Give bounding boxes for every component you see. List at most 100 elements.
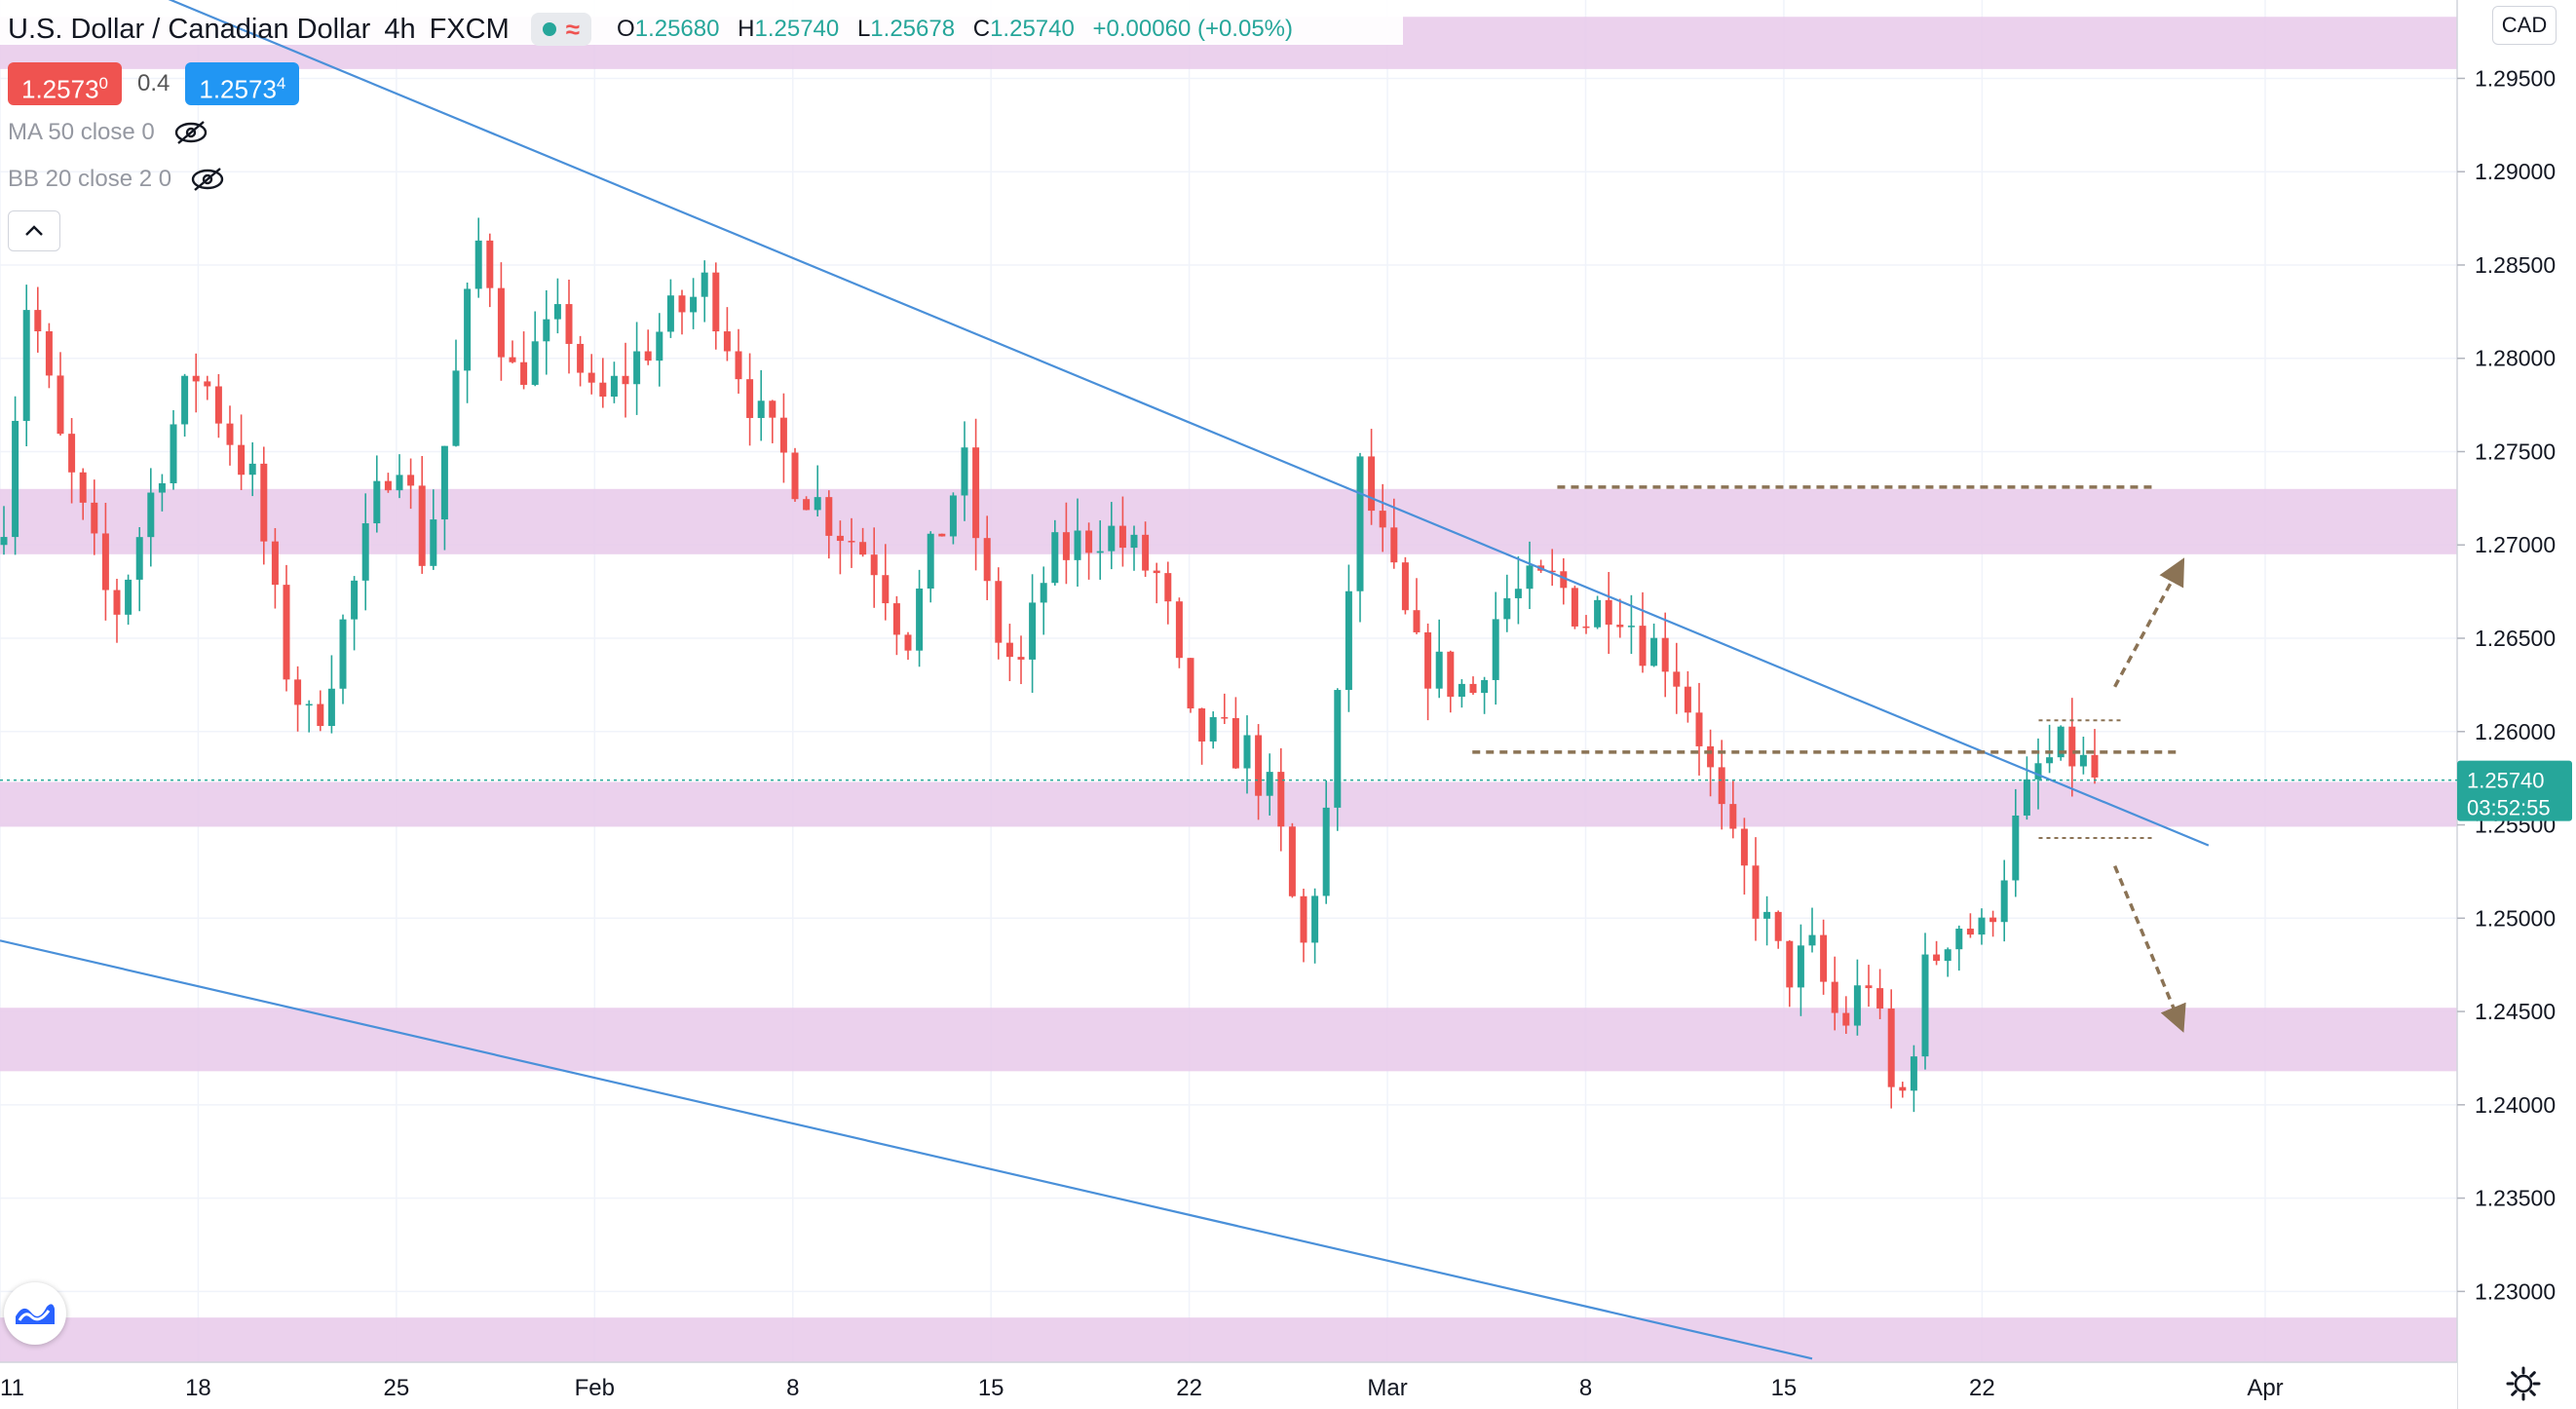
candle-body xyxy=(1899,1086,1907,1091)
time-tick-label: Feb xyxy=(575,1375,615,1401)
candle-body xyxy=(486,240,494,288)
candle xyxy=(1978,908,1986,945)
gear-icon[interactable] xyxy=(2504,1364,2543,1403)
candle xyxy=(927,531,934,603)
candle-body xyxy=(836,535,844,542)
candle xyxy=(158,474,166,512)
candle xyxy=(1005,624,1013,682)
arrow-up[interactable] xyxy=(2113,557,2185,688)
arrow-down[interactable] xyxy=(2113,864,2186,1033)
price-axis[interactable]: 1.29500 1.29000 1.28500 1.28000 1.27500 1.270… xyxy=(2456,0,2576,1409)
candle xyxy=(983,515,991,600)
indicator-bb[interactable]: BB 20 close 2 0 xyxy=(8,166,226,193)
candle xyxy=(757,369,765,441)
candle-body xyxy=(1005,642,1013,658)
candle-body xyxy=(972,447,980,539)
interval-label[interactable]: 4h xyxy=(384,13,416,45)
tradingview-logo-icon[interactable] xyxy=(4,1282,66,1345)
candle xyxy=(859,527,867,557)
candle-body xyxy=(1458,683,1465,698)
candle-body xyxy=(1695,712,1703,746)
candle xyxy=(1673,642,1681,714)
candle xyxy=(1469,676,1477,695)
sell-button[interactable]: 1.25730 xyxy=(8,62,122,105)
time-axis[interactable]: 11 18 25 Feb 8 15 22 Mar 8 15 22 Apr xyxy=(0,1361,2457,1409)
eye-off-icon[interactable] xyxy=(172,120,209,145)
market-status-pill[interactable]: ≈ xyxy=(530,13,592,46)
candle-body xyxy=(666,295,674,332)
indicator-bb-label[interactable]: BB 20 close 2 0 xyxy=(8,166,172,192)
zone-band xyxy=(0,1008,2457,1072)
candle-body xyxy=(1707,745,1715,768)
indicator-ma-label[interactable]: MA 50 close 0 xyxy=(8,119,155,145)
candle-body xyxy=(509,357,516,362)
candle xyxy=(1797,924,1804,1016)
candle xyxy=(1831,956,1838,1031)
candle xyxy=(1842,996,1850,1034)
candle-body xyxy=(226,423,234,445)
trendline[interactable] xyxy=(0,939,1813,1360)
candle xyxy=(1424,623,1432,721)
candle xyxy=(1175,597,1183,668)
time-tick-label: 8 xyxy=(1579,1375,1592,1401)
candle-body xyxy=(1944,949,1951,962)
candle xyxy=(45,323,53,389)
ask-pip: 4 xyxy=(276,74,286,93)
candle-body xyxy=(1582,626,1590,628)
trendlines[interactable] xyxy=(0,0,2210,1360)
candle xyxy=(226,405,234,466)
candle xyxy=(1356,452,1364,623)
candle-body xyxy=(170,424,177,483)
scenario-arrows[interactable] xyxy=(2113,557,2186,1033)
candle-body xyxy=(1763,911,1771,919)
price-tick-label: 1.29500 xyxy=(2475,65,2556,91)
candle xyxy=(1368,429,1376,525)
candle xyxy=(961,421,968,521)
candle-body xyxy=(565,304,573,344)
candle-body xyxy=(1334,690,1342,808)
dashed-levels[interactable] xyxy=(1472,485,2180,839)
currency-badge[interactable]: CAD xyxy=(2492,6,2557,45)
candle xyxy=(430,489,437,570)
candle xyxy=(248,441,256,497)
candle-body xyxy=(1379,511,1386,528)
candle xyxy=(34,286,42,353)
candle-body xyxy=(1447,651,1455,698)
bid-price: 1.2573 xyxy=(21,74,99,104)
trendline[interactable] xyxy=(0,0,2210,847)
candle-body xyxy=(543,319,550,342)
candle-body xyxy=(1164,573,1172,602)
eye-off-icon[interactable] xyxy=(189,167,226,192)
symbol-name[interactable]: U.S. Dollar / Canadian Dollar xyxy=(8,13,371,45)
time-tick-label: Mar xyxy=(1367,1375,1407,1401)
candle-body xyxy=(1401,562,1409,611)
candle xyxy=(214,373,222,438)
candle-body xyxy=(633,351,641,385)
symbol-legend[interactable]: U.S. Dollar / Canadian Dollar 4h FXCM ≈ … xyxy=(8,10,1305,49)
candle-body xyxy=(1684,686,1691,713)
candle xyxy=(1108,502,1116,570)
indicator-ma[interactable]: MA 50 close 0 xyxy=(8,119,209,146)
candle xyxy=(68,418,76,504)
candle-body xyxy=(1175,601,1183,659)
candle-body xyxy=(1040,583,1047,603)
candle xyxy=(1062,502,1070,585)
candle-body xyxy=(430,519,437,566)
candle xyxy=(1740,818,1748,895)
candle-body xyxy=(678,295,686,313)
candle xyxy=(1616,598,1624,638)
buy-button[interactable]: 1.25734 xyxy=(185,62,300,105)
candle xyxy=(712,262,720,350)
candle-body xyxy=(1910,1056,1917,1091)
candle xyxy=(995,567,1003,660)
candle-body xyxy=(135,537,143,580)
time-tick-label: 11 xyxy=(0,1375,24,1401)
candle-body xyxy=(825,497,833,536)
candle xyxy=(1944,947,1951,977)
candle xyxy=(1153,562,1160,604)
candle-body xyxy=(1288,826,1296,896)
candle xyxy=(271,527,279,609)
candle xyxy=(678,289,686,335)
collapse-legend-button[interactable] xyxy=(8,210,60,251)
